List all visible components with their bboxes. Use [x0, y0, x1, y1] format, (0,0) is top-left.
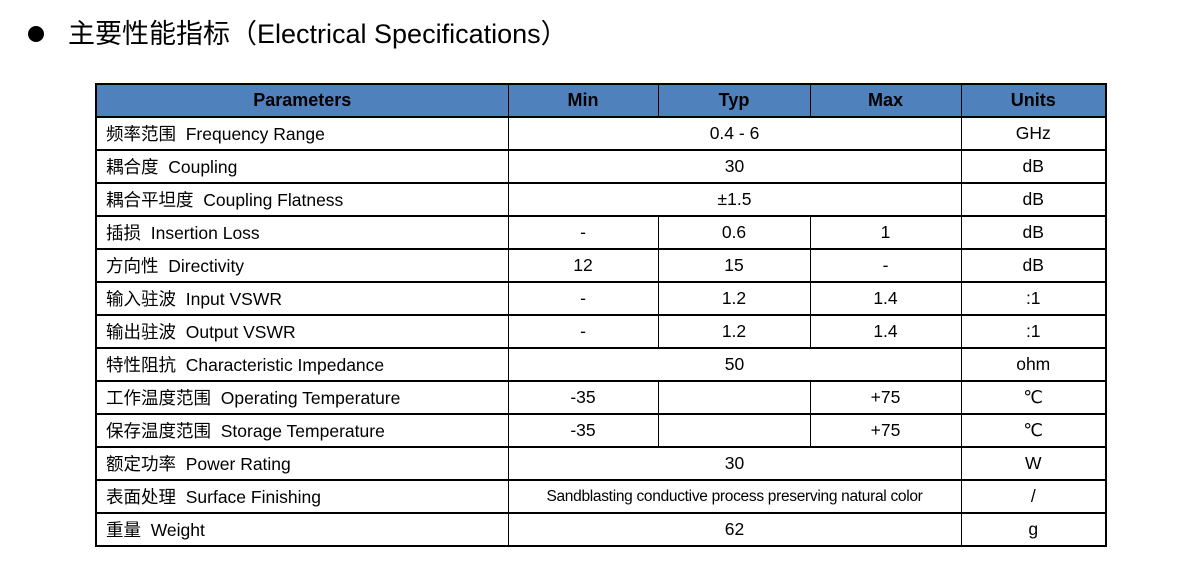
value-cell: 12	[507, 248, 659, 283]
value-cell: +75	[809, 413, 962, 448]
bullet-icon	[28, 26, 44, 42]
value-cell: -35	[507, 380, 659, 415]
table-row: 输出驻波 Output VSWR -1.2 1.4:1	[95, 314, 1107, 349]
header-typ: Typ	[657, 83, 811, 118]
units-cell: dB	[960, 182, 1107, 217]
header-min: Min	[507, 83, 659, 118]
page-title: 主要性能指标（Electrical Specifications）	[68, 19, 568, 49]
param-cell: 额定功率 Power Rating	[95, 446, 509, 481]
table-row: 插损 Insertion Loss -0.6 1 dB	[95, 215, 1107, 250]
param-cell: 插损 Insertion Loss	[95, 215, 509, 250]
param-cell: 特性阻抗 Characteristic Impedance	[95, 347, 509, 382]
section-title: 主要性能指标（Electrical Specifications）	[28, 18, 568, 50]
value-cell: 1.4	[809, 314, 962, 349]
header-parameters: Parameters	[95, 83, 509, 118]
value-cell: 1	[809, 215, 962, 250]
units-cell: ℃	[960, 380, 1107, 415]
value-cell: +75	[809, 380, 962, 415]
value-cell: 1.4	[809, 281, 962, 316]
units-cell: ℃	[960, 413, 1107, 448]
header-row: Parameters Min Typ Max Units	[95, 83, 1107, 118]
value-cell: 0.6	[657, 215, 811, 250]
units-cell: dB	[960, 215, 1107, 250]
value-cell	[657, 413, 811, 448]
value-cell: 15	[657, 248, 811, 283]
param-cell: 表面处理 Surface Finishing	[95, 479, 509, 514]
table-row: 频率范围 Frequency Range 0.4 - 6 GHz	[95, 116, 1107, 151]
units-cell: /	[960, 479, 1107, 514]
value-cell: 30	[507, 446, 962, 481]
value-cell: 1.2	[657, 314, 811, 349]
units-cell: ohm	[960, 347, 1107, 382]
param-cell: 耦合度 Coupling	[95, 149, 509, 184]
value-cell: -35	[507, 413, 659, 448]
value-cell: 30	[507, 149, 962, 184]
table-row: 额定功率 Power Rating 30 W	[95, 446, 1107, 481]
table-row: 特性阻抗 Characteristic Impedance 50 ohm	[95, 347, 1107, 382]
value-cell: 62	[507, 512, 962, 547]
table-row: 保存温度范围 Storage Temperature -35 +75 ℃	[95, 413, 1107, 448]
units-cell: g	[960, 512, 1107, 547]
param-cell: 频率范围 Frequency Range	[95, 116, 509, 151]
table-row: 工作温度范围 Operating Temperature -35 +75 ℃	[95, 380, 1107, 415]
value-cell	[657, 380, 811, 415]
spec-table: Parameters Min Typ Max Units 频率范围 Freque…	[95, 83, 1107, 547]
param-cell: 耦合平坦度 Coupling Flatness	[95, 182, 509, 217]
param-cell: 输入驻波 Input VSWR	[95, 281, 509, 316]
param-cell: 方向性 Directivity	[95, 248, 509, 283]
param-cell: 重量 Weight	[95, 512, 509, 547]
table-row: 输入驻波 Input VSWR -1.2 1.4:1	[95, 281, 1107, 316]
param-cell: 保存温度范围 Storage Temperature	[95, 413, 509, 448]
units-cell: W	[960, 446, 1107, 481]
table-row: 重量 Weight 62 g	[95, 512, 1107, 547]
units-cell: :1	[960, 281, 1107, 316]
units-cell: GHz	[960, 116, 1107, 151]
units-cell: :1	[960, 314, 1107, 349]
value-cell: Sandblasting conductive process preservi…	[507, 479, 962, 514]
table-row: 耦合平坦度 Coupling Flatness ±1.5 dB	[95, 182, 1107, 217]
value-cell: 50	[507, 347, 962, 382]
value-cell: ±1.5	[507, 182, 962, 217]
table-row: 方向性 Directivity 12 15- dB	[95, 248, 1107, 283]
value-cell: 1.2	[657, 281, 811, 316]
param-cell: 输出驻波 Output VSWR	[95, 314, 509, 349]
table-row: 表面处理 Surface Finishing Sandblasting condu…	[95, 479, 1107, 514]
value-cell: -	[507, 281, 659, 316]
units-cell: dB	[960, 248, 1107, 283]
header-units: Units	[960, 83, 1107, 118]
units-cell: dB	[960, 149, 1107, 184]
value-cell: -	[507, 215, 659, 250]
param-cell: 工作温度范围 Operating Temperature	[95, 380, 509, 415]
value-cell: 0.4 - 6	[507, 116, 962, 151]
value-cell: -	[809, 248, 962, 283]
header-max: Max	[809, 83, 962, 118]
value-cell: -	[507, 314, 659, 349]
table-row: 耦合度 Coupling 30 dB	[95, 149, 1107, 184]
